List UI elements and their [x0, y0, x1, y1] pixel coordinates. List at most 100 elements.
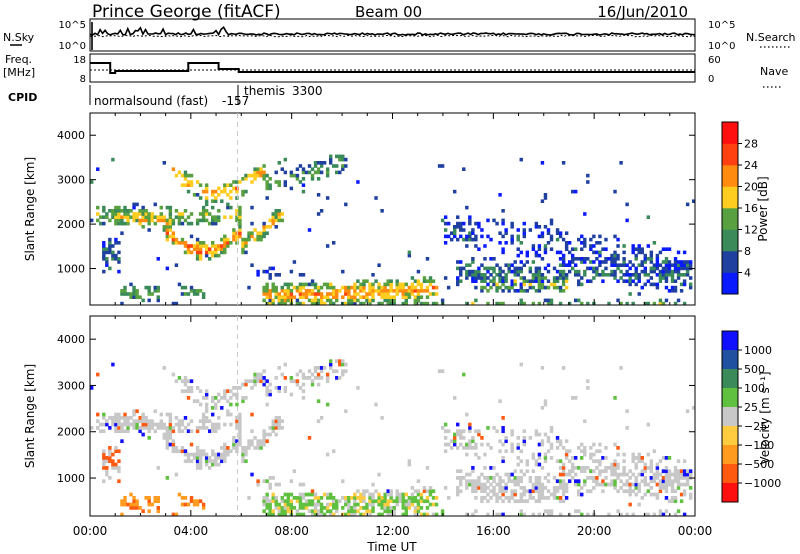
colorbar-tick-label: 12 [744, 224, 758, 237]
power-cell [265, 196, 269, 200]
power-cell [564, 241, 569, 245]
velocity-cell [159, 412, 163, 417]
power-cell [625, 301, 629, 306]
power-cell [189, 183, 194, 187]
velocity-cell [371, 506, 375, 510]
velocity-cell [404, 499, 409, 504]
power-cell [368, 289, 372, 293]
velocity-cell [108, 449, 112, 454]
velocity-cell [543, 402, 548, 407]
velocity-cell [171, 446, 176, 450]
power-cell [162, 161, 167, 165]
power-cell [664, 269, 669, 274]
power-cell [604, 273, 608, 277]
velocity-cell [407, 459, 412, 464]
velocity-cell [673, 466, 678, 470]
colorbar-tick-label: 8 [744, 245, 751, 258]
power-cell [383, 282, 387, 287]
power-cell [522, 221, 526, 226]
power-cell [171, 218, 176, 223]
velocity-cell [616, 466, 620, 470]
velocity-cell [474, 486, 478, 490]
velocity-cell [277, 502, 281, 507]
power-cell [301, 183, 306, 187]
power-cell [377, 282, 381, 287]
power-cell [670, 276, 675, 280]
velocity-cell [419, 506, 424, 510]
velocity-cell [204, 456, 209, 460]
power-cell [664, 273, 669, 277]
velocity-cell [637, 482, 641, 487]
velocity-cell [498, 489, 502, 494]
velocity-cell [301, 372, 306, 377]
velocity-cell [268, 392, 272, 397]
power-cell [168, 225, 173, 229]
velocity-cell [368, 502, 372, 507]
power-cell [670, 289, 675, 293]
velocity-cell [277, 422, 281, 427]
velocity-cell [204, 459, 209, 464]
velocity-cell [634, 476, 638, 480]
power-cell [292, 285, 297, 290]
power-cell [262, 164, 266, 168]
power-cell [676, 276, 681, 280]
velocity-cell [162, 436, 167, 440]
power-cell [295, 301, 300, 306]
velocity-cell [201, 412, 206, 417]
velocity-cell [643, 476, 647, 480]
power-cell [192, 193, 197, 197]
velocity-cell [471, 512, 475, 517]
velocity-cell [150, 419, 154, 424]
power-cell [265, 231, 269, 235]
power-cell [102, 205, 106, 210]
velocity-cell [198, 466, 203, 470]
velocity-cell [549, 426, 554, 430]
power-cell [531, 273, 536, 277]
velocity-cell [540, 496, 545, 500]
velocity-cell [105, 472, 109, 477]
power-cell [310, 167, 315, 171]
velocity-cell [449, 439, 454, 444]
velocity-cell [341, 496, 345, 500]
velocity-cell [211, 449, 215, 454]
power-cell [676, 250, 681, 255]
velocity-cell [365, 489, 369, 494]
velocity-cell [634, 462, 638, 467]
power-cell [368, 301, 372, 306]
power-cell [607, 257, 611, 261]
velocity-cell [589, 456, 593, 460]
power-cell [625, 269, 629, 274]
velocity-cell [198, 462, 203, 467]
power-cell [462, 167, 466, 171]
velocity-cell [328, 509, 333, 514]
velocity-cell [280, 426, 284, 430]
velocity-cell [310, 382, 315, 387]
velocity-cell [413, 509, 418, 514]
power-cell [256, 234, 260, 239]
power-cell [141, 205, 145, 210]
power-cell [610, 257, 614, 261]
velocity-cell [676, 459, 681, 464]
velocity-cell [301, 396, 306, 400]
velocity-cell [555, 439, 560, 444]
power-cell [507, 263, 511, 267]
power-cell [147, 285, 151, 290]
velocity-cell [141, 432, 145, 437]
velocity-cell [449, 446, 454, 450]
velocity-cell [401, 512, 405, 517]
power-cell [295, 167, 300, 171]
velocity-cell [265, 402, 269, 407]
power-cell [410, 292, 415, 296]
velocity-cell [195, 426, 200, 430]
velocity-cell [102, 449, 106, 454]
velocity-cell [522, 439, 526, 444]
velocity-cell [241, 382, 245, 387]
power-cell [682, 263, 687, 267]
velocity-cell [162, 426, 167, 430]
velocity-cell [504, 439, 508, 444]
velocity-cell [102, 429, 106, 434]
power-cell [96, 205, 100, 210]
power-cell [286, 285, 291, 290]
power-cell [153, 285, 157, 290]
power-cell [332, 292, 336, 296]
